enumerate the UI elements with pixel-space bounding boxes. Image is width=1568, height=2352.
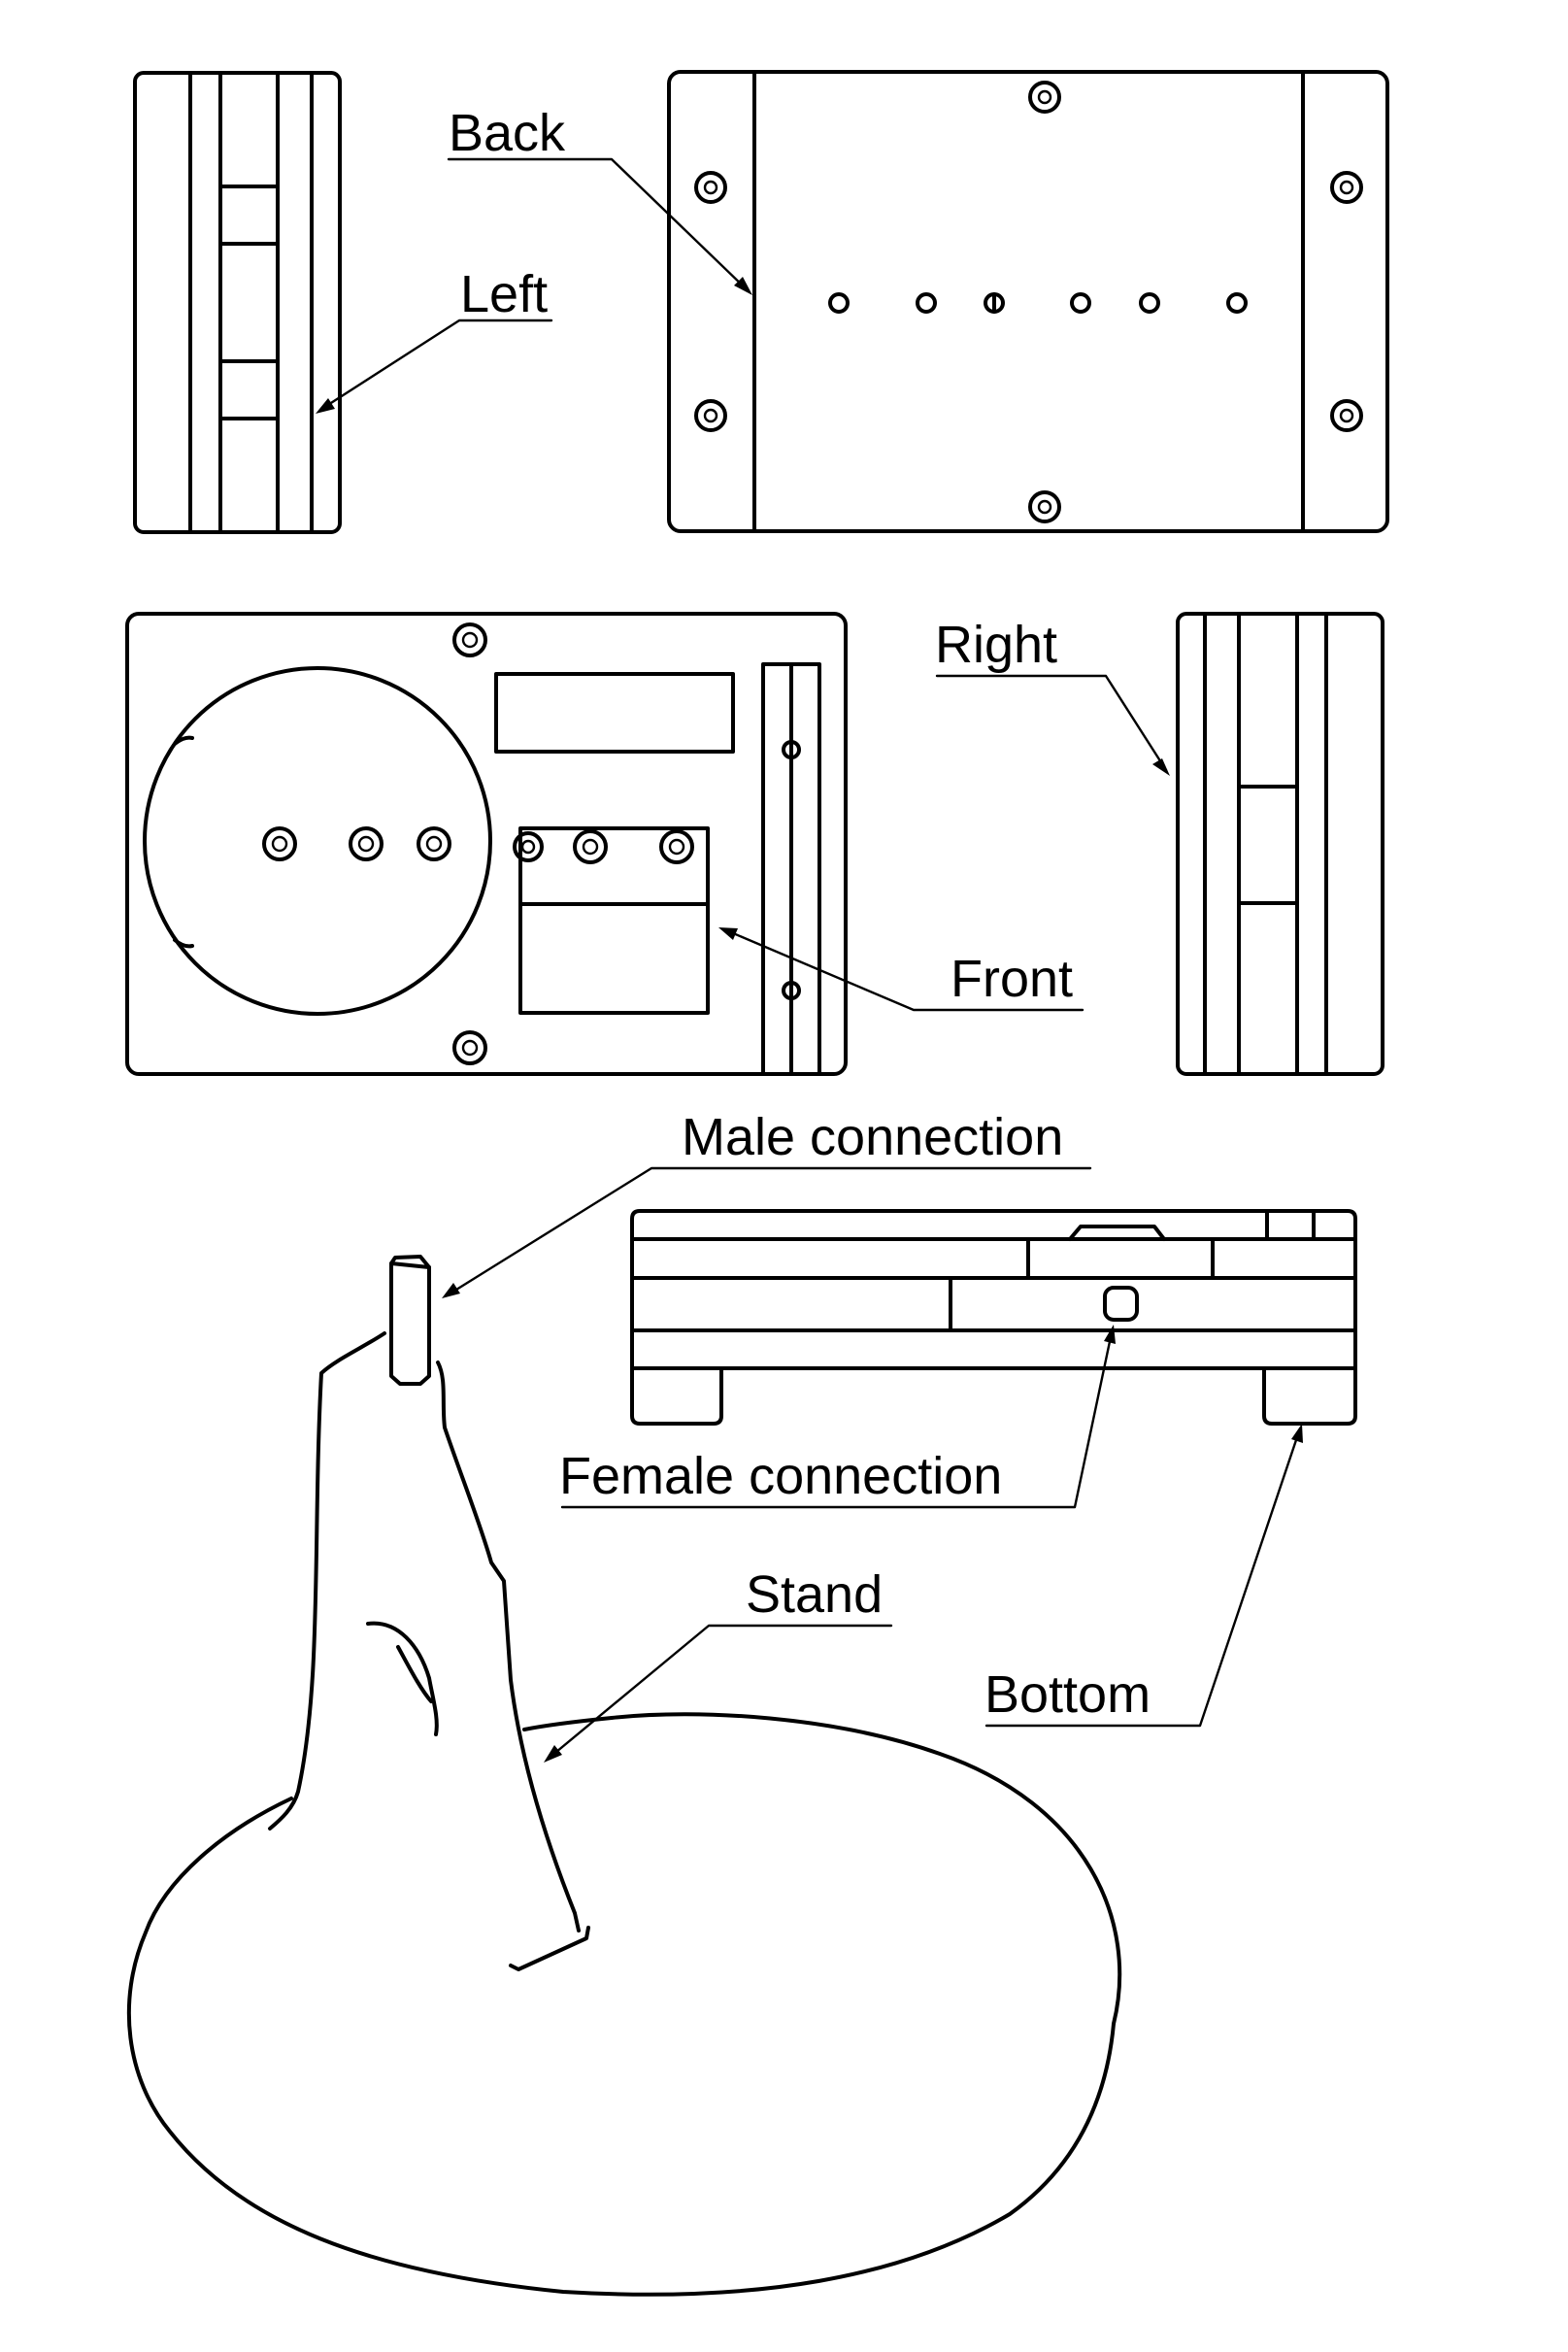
back-holes	[828, 292, 1248, 314]
label-right: Right	[935, 616, 1057, 674]
label-bottom: Bottom	[984, 1665, 1151, 1724]
right-view	[1176, 612, 1385, 1076]
label-stand: Stand	[746, 1565, 883, 1624]
leaders	[316, 157, 1303, 1763]
label-female-connection: Female connection	[559, 1447, 1002, 1505]
label-back: Back	[449, 104, 566, 162]
back-screws	[694, 81, 1363, 523]
front-view	[125, 612, 848, 1076]
left-view	[133, 71, 342, 534]
bottom-view	[630, 1209, 1357, 1426]
labels: Back Left Right Front Male connection Fe…	[449, 104, 1151, 1724]
label-left: Left	[460, 265, 548, 323]
label-male-connection: Male connection	[682, 1108, 1063, 1166]
stand	[126, 1255, 1122, 2297]
label-front: Front	[951, 950, 1073, 1008]
back-view	[667, 70, 1389, 533]
